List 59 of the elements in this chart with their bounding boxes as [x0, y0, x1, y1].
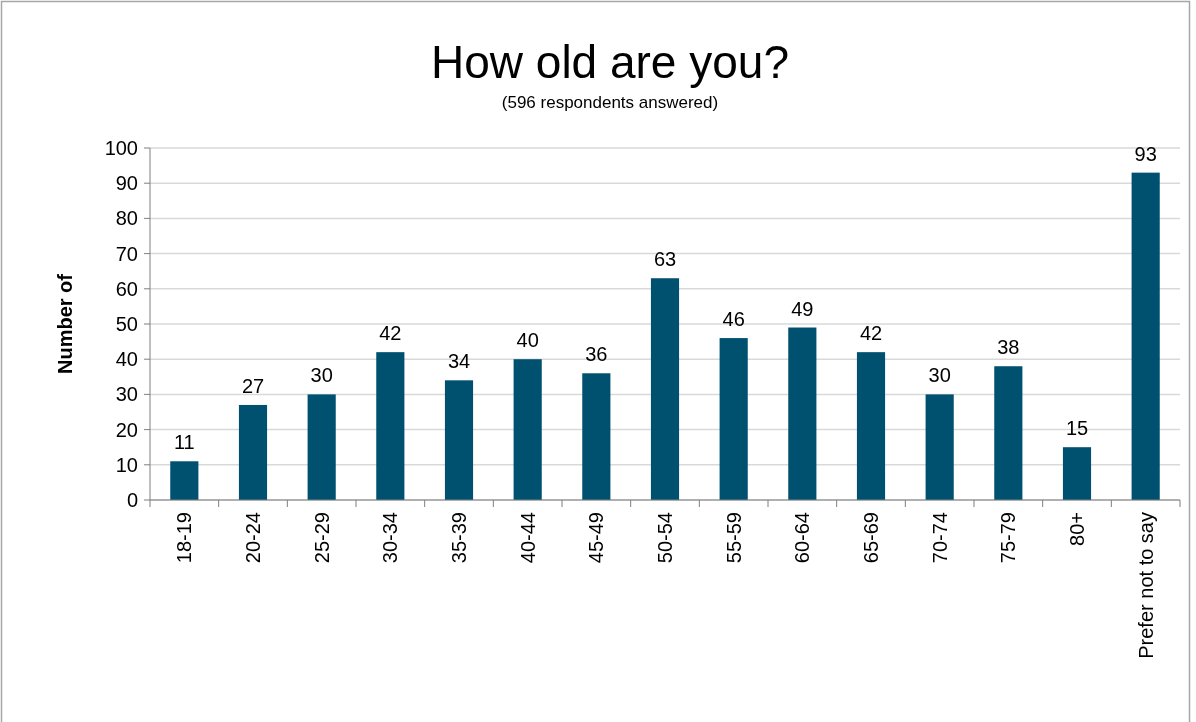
bar: [994, 366, 1023, 500]
y-tick-label: 40: [115, 348, 138, 371]
chart-title: How old are you?: [431, 36, 789, 88]
y-tick-label: 0: [126, 489, 138, 511]
y-axis-title: Number of: [54, 273, 76, 374]
x-tick-label: 50-54: [654, 512, 676, 564]
x-tick-label: 18-19: [173, 512, 196, 564]
data-label: 30: [310, 364, 333, 387]
data-label: 27: [241, 374, 265, 397]
bar: [1131, 172, 1160, 500]
y-tick-label: 90: [115, 172, 138, 195]
data-label: 38: [997, 336, 1020, 359]
bar: [582, 373, 611, 500]
bar: [444, 380, 474, 500]
y-tick-label: 10: [115, 453, 138, 476]
bar: [719, 338, 748, 500]
data-label: 42: [379, 322, 402, 345]
x-tick-label: 55-59: [722, 512, 745, 564]
data-label: 36: [585, 343, 608, 366]
data-label: 30: [928, 364, 951, 387]
y-tick-label: 60: [115, 277, 138, 300]
x-tick-label: 70-74: [928, 512, 951, 564]
data-label: 34: [447, 350, 471, 373]
bar: [170, 461, 199, 500]
bar: [788, 327, 817, 500]
bar: [307, 394, 336, 500]
x-tick-label: 45-49: [585, 512, 608, 564]
data-label: 49: [791, 297, 814, 320]
data-label: 93: [1134, 142, 1157, 165]
x-tick-label: 65-69: [860, 512, 882, 564]
bar: [1062, 447, 1092, 500]
data-label: 63: [653, 248, 677, 271]
bar: [856, 352, 886, 500]
bar: [513, 359, 542, 500]
chart-subtitle: (596 respondents answered): [501, 93, 719, 112]
x-tick-label: Prefer not to say: [1134, 512, 1157, 659]
y-tick-label: 30: [115, 383, 138, 406]
bar: [650, 278, 680, 500]
data-label: 40: [516, 329, 539, 352]
x-tick-label: 35-39: [448, 512, 470, 564]
data-label: 15: [1065, 417, 1089, 440]
x-tick-label: 30-34: [379, 512, 402, 564]
bar: [238, 404, 268, 500]
x-tick-label: 40-44: [516, 512, 539, 564]
x-tick-label: 75-79: [997, 512, 1020, 564]
data-label: 11: [173, 431, 195, 454]
x-tick-label: 60-64: [791, 512, 814, 564]
data-label: 46: [722, 308, 745, 331]
x-tick-label: 20-24: [242, 512, 264, 564]
y-tick-label: 100: [104, 137, 138, 159]
y-tick-label: 20: [115, 418, 138, 441]
bar: [925, 394, 954, 500]
y-tick-label: 80: [115, 207, 138, 230]
y-tick-label: 50: [115, 313, 138, 335]
data-label: 42: [859, 322, 883, 345]
x-tick-label: 80+: [1066, 512, 1088, 546]
x-tick-label: 25-29: [310, 512, 333, 564]
y-tick-label: 70: [115, 242, 138, 265]
bar: [376, 352, 405, 500]
